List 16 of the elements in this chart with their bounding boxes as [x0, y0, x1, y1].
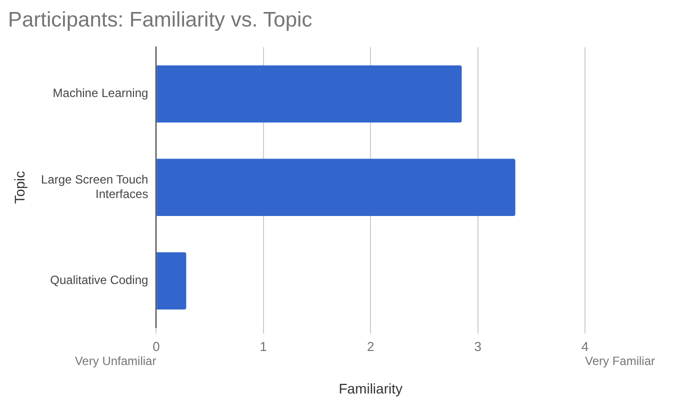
bar [156, 65, 462, 123]
x-tick-label: 4 [581, 338, 589, 354]
y-tick-label: Machine Learning [52, 86, 148, 100]
x-tick-label: 1 [260, 338, 268, 354]
chart-title: Participants: Familiarity vs. Topic [8, 8, 312, 32]
y-axis-title: Topic [11, 171, 28, 204]
text: Very Unfamiliar [74, 354, 156, 368]
bar [156, 252, 186, 310]
x-axis-title: Familiarity [338, 380, 402, 396]
text: Very Familiar [585, 354, 656, 368]
y-tick-label: Large Screen Touch Interfaces [41, 172, 148, 201]
y-tick-label: Qualitative Coding [50, 273, 148, 288]
x-tick-label: 0 [152, 338, 160, 354]
bar [156, 158, 516, 216]
x-tick-label: 2 [366, 338, 374, 354]
x-tick-label: 3 [474, 338, 482, 354]
